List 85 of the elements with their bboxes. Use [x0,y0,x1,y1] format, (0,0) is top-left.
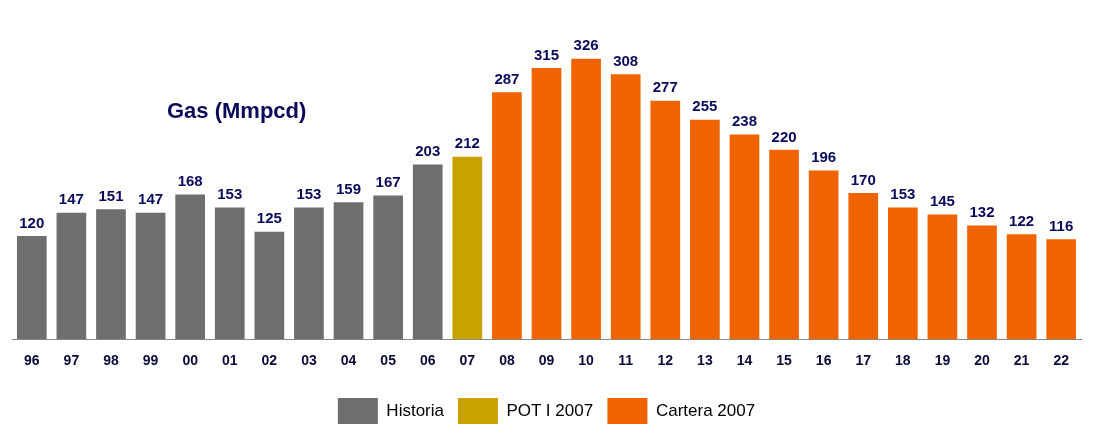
data-label: 120 [19,213,45,231]
data-label: 153 [296,185,322,203]
data-label: 153 [890,185,916,203]
x-tick-label: 98 [103,352,119,369]
bar [16,235,47,340]
data-label: 125 [256,209,282,227]
x-tick-label: 07 [459,352,476,369]
data-label: 145 [929,192,955,210]
data-label: 238 [731,112,757,130]
bar [412,164,443,340]
bar [1006,234,1037,340]
x-tick-label: 08 [499,352,515,369]
bar [531,68,562,340]
bar [294,207,324,340]
bar [1046,239,1077,340]
data-label: 159 [336,180,362,198]
x-tick-label: 00 [182,352,199,369]
bar [927,214,958,340]
legend-label: POT I 2007 [506,400,594,420]
bar [887,207,918,340]
bar [56,212,87,340]
bar [373,195,403,340]
data-label: 147 [138,190,164,208]
data-label: 151 [98,186,124,204]
data-label: 315 [533,45,560,63]
text: Gas (Mmpcd) [167,98,307,124]
x-tick-label: 99 [142,352,159,369]
data-label: 277 [652,78,678,96]
legend-label: Cartera 2007 [655,400,756,420]
data-label: 203 [415,142,441,160]
x-tick-label: 18 [895,352,911,369]
x-tick-label: 06 [419,352,436,369]
bar [135,212,166,340]
x-tick-label: 01 [221,352,238,369]
x-tick-label: 04 [340,352,357,369]
data-label: 168 [177,172,203,190]
bar [333,202,364,340]
bar [571,58,601,340]
bar [967,225,997,340]
x-tick-label: 14 [736,352,753,369]
legend-label: Historia [386,400,445,420]
data-label: 212 [454,134,480,152]
data-label: 255 [692,97,718,115]
x-tick-label: 10 [578,352,595,369]
x-tick-label: 19 [934,352,951,369]
bar [492,92,522,340]
x-tick-label: 12 [657,352,674,369]
data-label: 132 [969,203,995,221]
bar [650,100,681,340]
x-tick-label: 05 [380,352,397,369]
x-tick-label: 02 [261,352,278,369]
x-tick-label: 03 [301,352,317,369]
data-label: 167 [375,173,401,191]
bar [808,170,839,340]
data-label: 116 [1049,217,1074,235]
data-label: 147 [58,190,84,208]
bar [96,209,126,340]
bar [729,134,760,340]
x-tick-label: 16 [815,352,832,369]
bar [254,231,285,340]
bar [214,207,245,340]
data-label: 122 [1009,211,1035,229]
x-tick-label: 96 [24,352,40,369]
data-label: 170 [850,170,876,188]
bar [175,194,206,340]
x-tick-label: 97 [63,352,80,369]
x-tick-label: 09 [538,352,555,369]
x-tick-label: 20 [974,352,991,369]
bar [848,192,879,340]
x-tick-label: 21 [1013,352,1030,369]
data-label: 308 [613,51,639,69]
data-label: 326 [573,36,599,54]
data-label: 220 [771,127,797,145]
data-label: 287 [494,69,520,87]
x-tick-label: 15 [776,352,793,369]
bar [690,119,720,340]
x-tick-label: 22 [1053,352,1070,369]
x-tick-label: 11 [618,352,634,369]
x-tick-label: 17 [855,352,872,369]
bar [452,156,483,340]
x-tick-label: 13 [697,352,713,369]
bar [769,149,799,340]
bar [610,74,641,340]
data-label: 153 [217,185,243,203]
data-label: 196 [811,148,837,166]
